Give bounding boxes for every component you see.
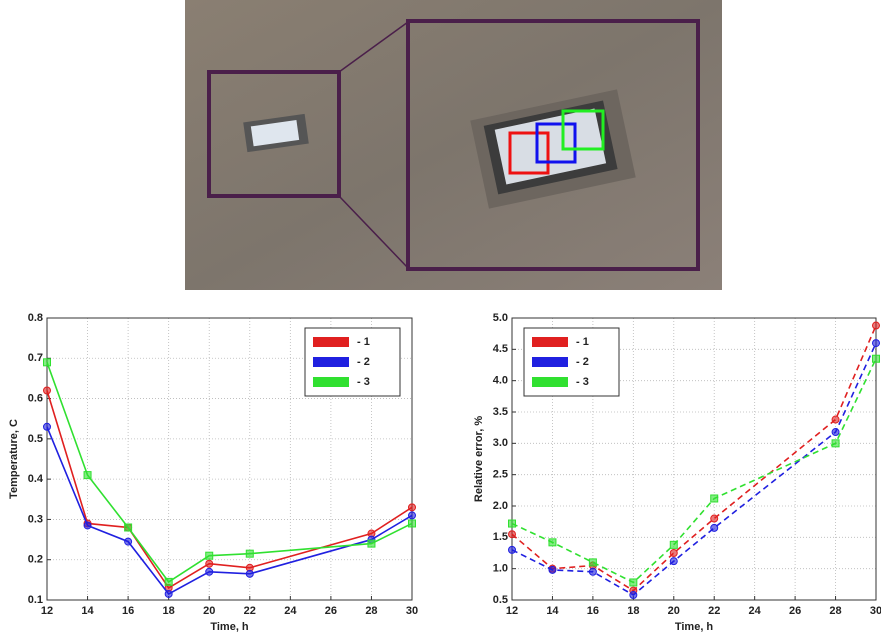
marker bbox=[711, 524, 718, 531]
legend-swatch bbox=[313, 377, 349, 387]
legend: - 1 - 2 - 3 bbox=[305, 328, 400, 396]
legend-swatch bbox=[532, 337, 568, 347]
x-tick-label: 22 bbox=[708, 605, 720, 617]
y-tick-label: 3.5 bbox=[493, 406, 508, 418]
marker bbox=[670, 541, 677, 548]
marker bbox=[589, 559, 596, 566]
marker bbox=[832, 416, 839, 423]
marker bbox=[711, 495, 718, 502]
marker bbox=[873, 355, 880, 362]
marker bbox=[246, 550, 253, 557]
legend-label: - 1 bbox=[576, 336, 589, 348]
y-tick-label: 0.7 bbox=[28, 352, 43, 364]
x-tick-label: 22 bbox=[244, 605, 256, 617]
legend-label: - 3 bbox=[357, 376, 370, 388]
x-tick-label: 24 bbox=[284, 605, 297, 617]
y-tick-label: 4.5 bbox=[493, 343, 508, 355]
x-tick-label: 16 bbox=[122, 605, 134, 617]
x-tick-label: 20 bbox=[668, 605, 680, 617]
x-tick-label: 30 bbox=[406, 605, 418, 617]
y-tick-label: 0.8 bbox=[28, 312, 43, 324]
legend-swatch bbox=[532, 377, 568, 387]
x-axis-label: Time, h bbox=[675, 621, 714, 633]
x-tick-label: 28 bbox=[365, 605, 377, 617]
x-tick-label: 16 bbox=[587, 605, 599, 617]
y-tick-label: 0.4 bbox=[28, 473, 44, 485]
marker bbox=[206, 552, 213, 559]
marker bbox=[589, 568, 596, 575]
y-tick-label: 4.0 bbox=[493, 375, 508, 387]
x-tick-label: 12 bbox=[506, 605, 518, 617]
marker bbox=[44, 359, 51, 366]
marker bbox=[711, 515, 718, 522]
x-tick-label: 30 bbox=[870, 605, 881, 617]
marker bbox=[409, 520, 416, 527]
y-tick-label: 2.0 bbox=[493, 500, 508, 512]
marker bbox=[670, 558, 677, 565]
marker bbox=[368, 540, 375, 547]
marker bbox=[832, 440, 839, 447]
x-tick-label: 24 bbox=[749, 605, 762, 617]
marker bbox=[549, 539, 556, 546]
x-tick-label: 18 bbox=[627, 605, 639, 617]
marker bbox=[509, 531, 516, 538]
y-tick-label: 1.5 bbox=[493, 531, 508, 543]
y-tick-label: 5.0 bbox=[493, 312, 508, 324]
legend-label: - 1 bbox=[357, 336, 370, 348]
y-tick-label: 2.5 bbox=[493, 469, 508, 481]
marker bbox=[832, 429, 839, 436]
marker bbox=[84, 472, 91, 479]
page: {"chart_data": [ {"type": "line", "xlabe… bbox=[0, 0, 881, 640]
marker bbox=[206, 560, 213, 567]
aerial-image bbox=[185, 0, 722, 290]
x-tick-label: 20 bbox=[203, 605, 215, 617]
y-tick-label: 1.0 bbox=[493, 563, 508, 575]
legend-label: - 3 bbox=[576, 376, 589, 388]
x-axis-label: Time, h bbox=[210, 621, 249, 633]
legend-swatch bbox=[313, 357, 349, 367]
marker bbox=[873, 322, 880, 329]
marker bbox=[630, 579, 637, 586]
marker bbox=[873, 340, 880, 347]
marker bbox=[630, 591, 637, 598]
x-tick-label: 18 bbox=[163, 605, 175, 617]
y-tick-label: 0.6 bbox=[28, 392, 43, 404]
x-tick-label: 14 bbox=[81, 605, 94, 617]
y-tick-label: 3.0 bbox=[493, 437, 508, 449]
legend-label: - 2 bbox=[357, 356, 370, 368]
marker bbox=[509, 546, 516, 553]
marker bbox=[549, 566, 556, 573]
marker bbox=[670, 550, 677, 557]
marker bbox=[409, 504, 416, 511]
marker bbox=[44, 387, 51, 394]
legend-swatch bbox=[532, 357, 568, 367]
y-axis-label: Relative error, % bbox=[473, 416, 485, 502]
y-tick-label: 0.2 bbox=[28, 554, 43, 566]
marker bbox=[165, 578, 172, 585]
marker bbox=[84, 522, 91, 529]
marker bbox=[165, 590, 172, 597]
marker bbox=[44, 423, 51, 430]
x-tick-label: 14 bbox=[546, 605, 559, 617]
x-tick-label: 26 bbox=[325, 605, 337, 617]
chart: 0.51.01.52.02.53.03.54.04.55.01214161820… bbox=[473, 312, 881, 633]
marker bbox=[509, 520, 516, 527]
legend: - 1 - 2 - 3 bbox=[524, 328, 619, 396]
legend-swatch bbox=[313, 337, 349, 347]
marker bbox=[125, 524, 132, 531]
x-tick-label: 28 bbox=[829, 605, 841, 617]
marker bbox=[246, 570, 253, 577]
figure: 0.10.20.30.40.50.60.70.81214161820222426… bbox=[0, 0, 881, 640]
marker bbox=[409, 512, 416, 519]
x-tick-label: 26 bbox=[789, 605, 801, 617]
y-axis-label: Temperature, C bbox=[8, 419, 20, 499]
y-tick-label: 0.5 bbox=[28, 433, 43, 445]
legend-label: - 2 bbox=[576, 356, 589, 368]
marker bbox=[125, 538, 132, 545]
y-tick-label: 0.3 bbox=[28, 513, 43, 525]
x-tick-label: 12 bbox=[41, 605, 53, 617]
marker bbox=[206, 568, 213, 575]
